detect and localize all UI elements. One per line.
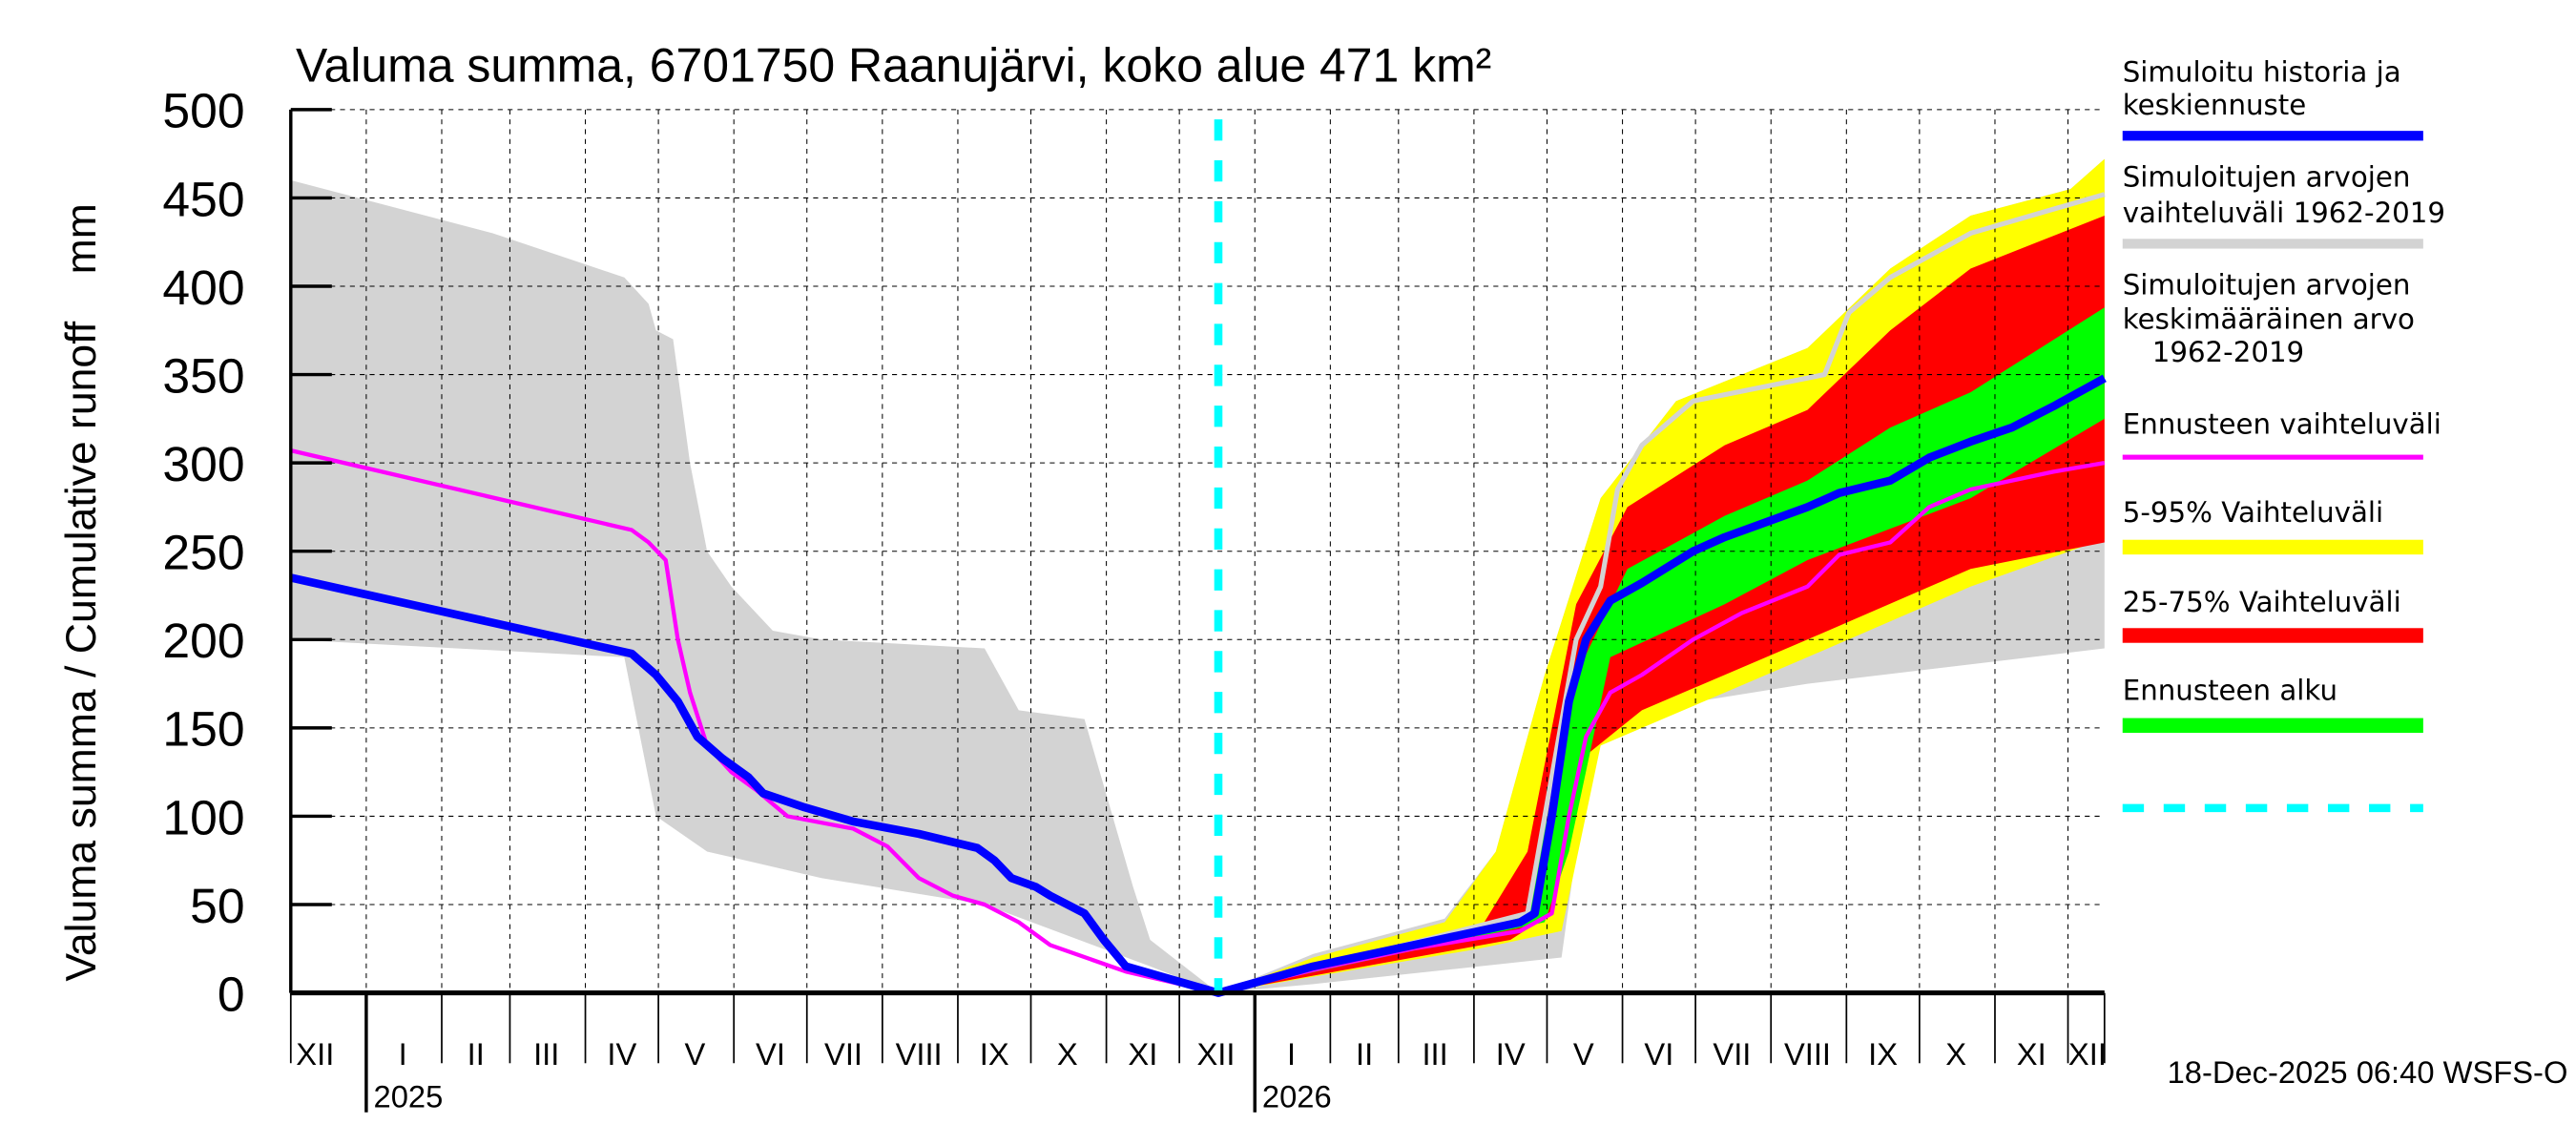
- month-label: XI: [1128, 1036, 1157, 1072]
- legend-label: Ennusteen vaihteluväli: [2123, 407, 2441, 440]
- y-tick-label: 200: [162, 613, 244, 668]
- timestamp: 18-Dec-2025 06:40 WSFS-O: [2168, 1054, 2568, 1090]
- lines-layer: [289, 119, 2107, 997]
- legend-swatch-gray: [2122, 239, 2423, 249]
- month-label: III: [533, 1036, 559, 1072]
- legend-label: keskiennuste: [2123, 89, 2307, 121]
- month-label: II: [467, 1036, 485, 1072]
- legend-label: Simuloitujen arvojen: [2123, 160, 2411, 193]
- month-label: X: [1945, 1036, 1966, 1072]
- month-label: V: [684, 1036, 705, 1072]
- year-label: 2025: [374, 1079, 444, 1114]
- y-tick-label: 300: [162, 436, 244, 491]
- month-label: III: [1422, 1036, 1447, 1072]
- month-label: VII: [1713, 1036, 1751, 1072]
- month-label: VII: [824, 1036, 862, 1072]
- y-tick-label: 250: [162, 525, 244, 580]
- y-tick-label: 100: [162, 789, 244, 844]
- legend-label: vaihteluväli 1962-2019: [2123, 197, 2445, 229]
- y-tick-label: 500: [162, 83, 244, 138]
- y-axis-label: Valuma summa / Cumulative runoff mm: [58, 203, 105, 981]
- month-label: VIII: [896, 1036, 943, 1072]
- month-label: IX: [980, 1036, 1009, 1072]
- legend-label: keskimääräinen arvo: [2123, 303, 2415, 336]
- month-label: XII: [1196, 1036, 1235, 1072]
- month-label: IV: [607, 1036, 636, 1072]
- month-label: XI: [2017, 1036, 2046, 1072]
- month-label: VI: [756, 1036, 785, 1072]
- month-label: IV: [1496, 1036, 1526, 1072]
- legend-label: 25-75% Vaihteluväli: [2123, 586, 2401, 618]
- y-tick-label: 450: [162, 171, 244, 226]
- legend-label: Ennusteen alku: [2123, 675, 2337, 707]
- legend-swatch-yellow: [2122, 539, 2423, 555]
- bands-layer: [290, 158, 2105, 993]
- month-label: XII: [2068, 1036, 2107, 1072]
- y-tick-label: 150: [162, 701, 244, 757]
- legend-label: Simuloitujen arvojen: [2123, 269, 2411, 302]
- y-tick-label: 400: [162, 260, 244, 315]
- month-label: XII: [296, 1036, 334, 1072]
- legend-swatch-red: [2122, 628, 2423, 643]
- series-line-2: [289, 374, 2107, 997]
- month-label: X: [1057, 1036, 1078, 1072]
- year-label: 2026: [1262, 1079, 1332, 1114]
- legend-label: Simuloitu historia ja: [2123, 56, 2401, 89]
- chart-title: Valuma summa, 6701750 Raanujärvi, koko a…: [296, 39, 1491, 93]
- band-0: [290, 158, 2105, 993]
- month-label: V: [1573, 1036, 1594, 1072]
- legend-swatch-blue: [2122, 131, 2423, 141]
- legend-label: 1962-2019: [2152, 336, 2304, 368]
- y-tick-label: 350: [162, 348, 244, 404]
- month-label: VI: [1644, 1036, 1673, 1072]
- month-label: VIII: [1784, 1036, 1831, 1072]
- month-label: IX: [1868, 1036, 1898, 1072]
- legend-label: 5-95% Vaihteluväli: [2123, 496, 2383, 529]
- legend: Simuloitu historia ja keskiennuste Simul…: [2122, 56, 2445, 813]
- legend-swatch-green: [2122, 718, 2423, 733]
- month-label: II: [1356, 1036, 1373, 1072]
- month-label: I: [399, 1036, 407, 1072]
- month-label: I: [1287, 1036, 1296, 1072]
- series-line-0: [1217, 192, 2106, 996]
- y-tick-label: 0: [218, 967, 245, 1022]
- y-tick-label: 50: [190, 878, 244, 933]
- legend-swatch-magenta: [2122, 454, 2423, 460]
